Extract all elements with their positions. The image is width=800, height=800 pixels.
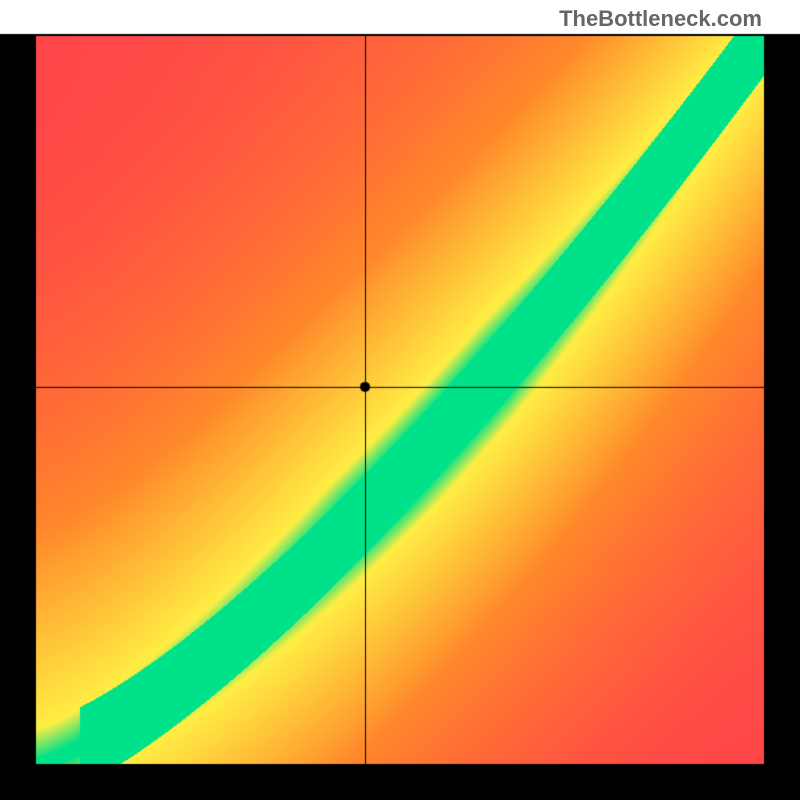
watermark-text: TheBottleneck.com (559, 6, 762, 32)
chart-container: TheBottleneck.com (0, 0, 800, 800)
heatmap-canvas (0, 0, 800, 800)
